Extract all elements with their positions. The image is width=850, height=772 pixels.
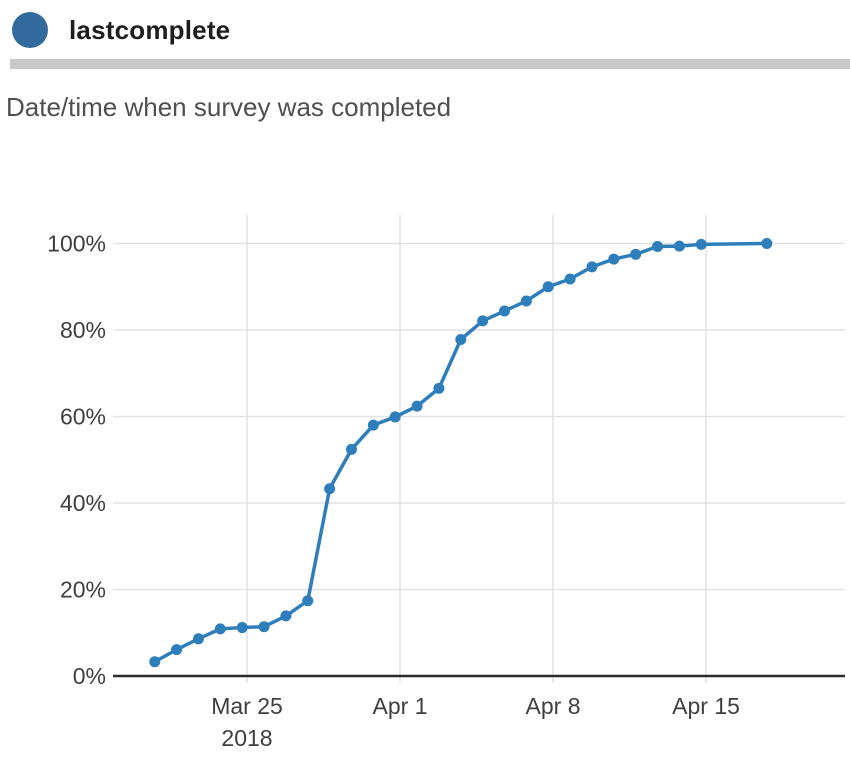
data-point[interactable]: Apr 9 2018: 94.6% — [586, 261, 598, 273]
data-point[interactable]: Apr 2 2018: 66.5% — [433, 382, 445, 394]
y-tick-label: 40% — [60, 490, 106, 516]
variable-color-dot-icon — [12, 12, 48, 48]
variable-header: lastcomplete — [12, 12, 230, 48]
data-point[interactable]: Mar 20 2018: 3.3% — [149, 656, 161, 668]
x-tick-label: Apr 15 — [672, 693, 740, 719]
x-tick-label: Mar 25 — [211, 693, 283, 719]
data-point[interactable]: Mar 27 2018: 17.4% — [302, 595, 314, 607]
data-point[interactable]: Apr 8 2018: 91.8% — [564, 273, 576, 285]
y-tick-label: 20% — [60, 577, 106, 603]
divider-bar — [10, 59, 850, 69]
data-point[interactable]: Mar 22 2018: 8.6% — [192, 633, 204, 645]
y-tick-label: 0% — [73, 663, 106, 689]
data-point[interactable]: Mar 29 2018: 52.4% — [345, 443, 357, 455]
data-point[interactable]: Mar 26 2018: 13.9% — [280, 610, 292, 622]
data-point[interactable]: Mar 25 2018: 11.4% — [258, 621, 270, 633]
data-point[interactable]: Mar 31 2018: 59.9% — [389, 411, 401, 423]
data-point[interactable]: Apr 13 2018: 99.4% — [673, 240, 685, 252]
y-tick-label: 60% — [60, 404, 106, 430]
data-point[interactable]: Apr 5 2018: 84.4% — [499, 305, 511, 317]
data-point[interactable]: Apr 17 2018: 100% — [761, 238, 773, 249]
y-tick-label: 100% — [47, 231, 106, 257]
y-tick-label: 80% — [60, 317, 106, 343]
x-tick-label: Apr 1 — [373, 693, 428, 719]
data-point[interactable]: Apr 7 2018: 90% — [542, 281, 554, 293]
data-point[interactable]: Apr 12 2018: 99.3% — [652, 241, 664, 253]
x-tick-year-label: 2018 — [221, 725, 272, 751]
series-markers: Mar 20 2018: 3.3% Mar 21 2018: 6.1% Mar 22… — [149, 238, 773, 668]
data-point[interactable]: Mar 30 2018: 58% — [367, 419, 379, 431]
chart-area: 0% 20% 40% 60% 80% 100% Mar 25 2018 Apr 1 Apr 8 Ap… — [0, 210, 850, 772]
data-point[interactable]: Apr 4 2018: 82.1% — [477, 315, 489, 327]
data-point[interactable]: Mar 24 2018: 11.2% — [236, 622, 248, 634]
data-point[interactable]: Apr 1 2018: 62.4% — [411, 400, 423, 412]
variable-description: Date/time when survey was completed — [6, 92, 452, 122]
data-point[interactable]: Mar 28 2018: 43.3% — [324, 483, 336, 495]
data-point[interactable]: Mar 23 2018: 10.9% — [214, 623, 226, 635]
completion-line-chart: 0% 20% 40% 60% 80% 100% Mar 25 2018 Apr 1 Apr 8 Ap… — [47, 215, 845, 752]
data-point[interactable]: Apr 6 2018: 86.7% — [520, 295, 532, 307]
data-point[interactable]: Apr 14 2018: 99.8% — [695, 238, 707, 250]
data-point[interactable]: Apr 11 2018: 97.5% — [630, 248, 642, 260]
data-point[interactable]: Apr 3 2018: 77.8% — [455, 334, 467, 346]
data-point[interactable]: Apr 10 2018: 96.4% — [608, 253, 620, 265]
gridlines — [113, 215, 845, 683]
axis-labels: 0% 20% 40% 60% 80% 100% Mar 25 2018 Apr 1 Apr 8 Ap… — [47, 231, 740, 752]
variable-name-title: lastcomplete — [69, 14, 231, 45]
x-tick-label: Apr 8 — [526, 693, 581, 719]
data-point[interactable]: Mar 21 2018: 6.1% — [171, 644, 183, 656]
